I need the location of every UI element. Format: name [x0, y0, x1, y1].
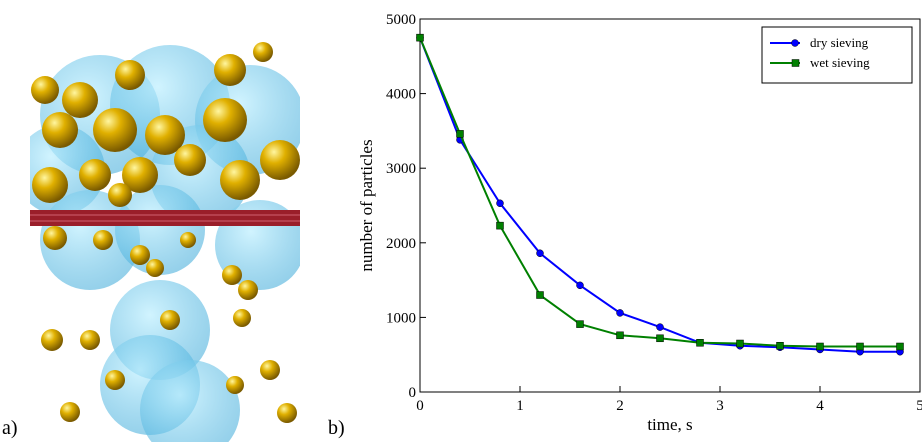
marker: [656, 323, 664, 331]
x-tick-label: 2: [616, 398, 624, 414]
marker: [536, 249, 544, 257]
marker: [896, 342, 904, 351]
x-tick-label: 5: [916, 398, 922, 414]
legend-marker: [791, 39, 799, 47]
y-tick-label: 4000: [386, 87, 416, 103]
legend-box: [761, 26, 913, 84]
legend-label: wet sieving: [810, 55, 870, 70]
panel-label: b): [328, 417, 345, 439]
particle-render: [30, 42, 300, 442]
y-tick-label: 1000: [386, 310, 416, 326]
y-tick-label: 5000: [386, 12, 416, 28]
marker: [616, 331, 624, 340]
x-axis-label: time, s: [647, 415, 692, 434]
marker: [456, 130, 464, 138]
y-axis-label: number of particles: [357, 139, 376, 271]
y-tick-label: 2000: [386, 236, 416, 252]
x-tick-label: 1: [516, 398, 524, 414]
marker: [656, 334, 664, 343]
marker: [496, 221, 504, 230]
panel-label: a): [2, 417, 18, 439]
x-tick-label: 0: [416, 398, 424, 414]
y-tick-label: 3000: [386, 161, 416, 177]
legend-label: dry sieving: [810, 35, 869, 50]
x-tick-label: 3: [716, 398, 724, 414]
marker: [696, 339, 704, 347]
marker: [736, 339, 744, 348]
marker: [416, 33, 424, 42]
marker: [776, 341, 784, 350]
y-tick-label: 0: [409, 385, 417, 401]
legend-marker: [791, 59, 800, 67]
marker: [576, 281, 584, 290]
marker: [576, 320, 584, 328]
plot-frame: [419, 18, 921, 393]
series-line: [419, 37, 900, 353]
marker: [856, 342, 864, 351]
marker: [536, 291, 544, 299]
marker: [616, 309, 624, 317]
marker: [496, 199, 504, 208]
marker: [816, 342, 824, 351]
x-tick-label: 4: [816, 398, 824, 414]
